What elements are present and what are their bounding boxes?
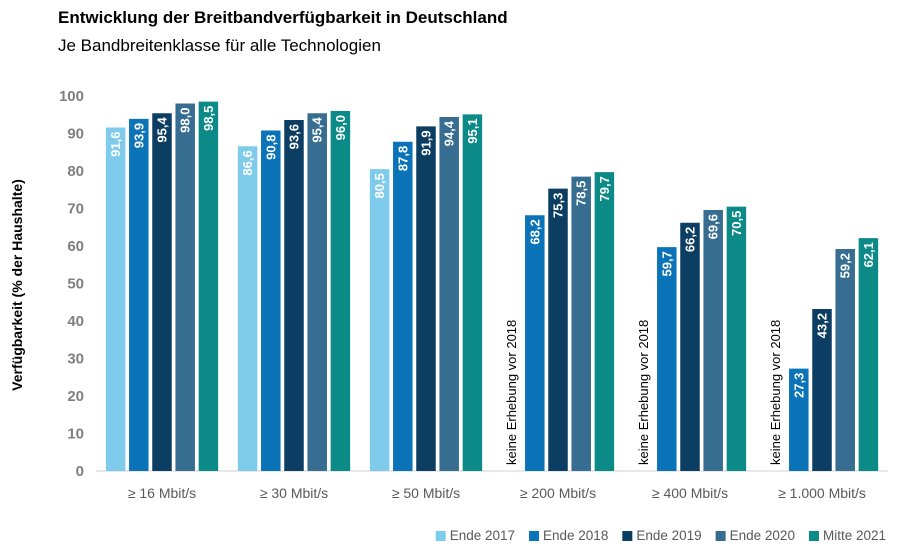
y-tick-label: 40	[67, 313, 84, 330]
data-label: 98,0	[178, 108, 193, 133]
bar	[129, 118, 149, 471]
bar	[548, 188, 568, 471]
annotations: keine Erhebung vor 2018 keine Erhebung vo…	[504, 320, 783, 465]
bars: 91,6 93,9 95,4 98,0 98,5 86,6 90,8 93,6 95,4 96,0…	[105, 101, 879, 471]
legend-item: Ende 2017	[435, 528, 515, 543]
legend-label: Ende 2017	[450, 528, 515, 543]
legend-swatch	[808, 531, 819, 541]
y-axis: 0 10 20 30 40 50 60 70 80 90 100	[59, 88, 84, 480]
data-label: 95,4	[155, 116, 170, 142]
y-tick-label: 60	[67, 238, 84, 255]
annotation-note: keine Erhebung vor 2018	[768, 320, 783, 465]
legend-swatch	[715, 531, 726, 541]
legend-item: Ende 2020	[715, 528, 795, 543]
bar	[152, 113, 172, 471]
legend-swatch	[435, 531, 446, 541]
chart-title: Entwicklung der Breitbandverfügbarkeit i…	[58, 8, 508, 27]
bar	[330, 111, 351, 471]
data-label: 59,2	[838, 253, 853, 278]
annotation-note: keine Erhebung vor 2018	[636, 320, 651, 465]
bar	[261, 130, 281, 471]
data-label: 43,2	[815, 313, 830, 338]
data-label: 68,2	[527, 219, 542, 244]
bar	[462, 114, 483, 471]
bar	[571, 176, 591, 471]
data-label: 75,3	[551, 193, 566, 218]
data-label: 78,5	[574, 181, 589, 206]
x-tick-label: ≥ 50 Mbit/s	[392, 485, 460, 501]
legend-item: Ende 2018	[529, 528, 608, 543]
x-tick-label: ≥ 1.000 Mbit/s	[778, 485, 866, 501]
bar	[835, 249, 855, 471]
data-label: 70,5	[729, 211, 744, 236]
chart-subtitle: Je Bandbreitenklasse für alle Technologi…	[58, 36, 381, 55]
data-label: 87,8	[395, 146, 410, 171]
y-axis-label: Verfügbarkeit (% der Haushalte)	[9, 179, 25, 391]
y-tick-label: 10	[67, 426, 84, 443]
bar	[858, 238, 879, 471]
bar	[657, 247, 677, 471]
bar	[680, 222, 700, 471]
bar	[198, 101, 219, 471]
data-label: 69,6	[706, 214, 721, 239]
y-tick-label: 80	[67, 163, 84, 180]
data-label: 98,5	[201, 106, 216, 131]
y-tick-label: 70	[67, 201, 84, 218]
bar	[369, 169, 390, 471]
y-tick-label: 30	[67, 351, 84, 368]
y-tick-label: 0	[76, 463, 84, 480]
data-label: 59,7	[659, 251, 674, 276]
legend-label: Ende 2019	[636, 528, 701, 543]
bar	[726, 206, 747, 471]
bar	[105, 127, 126, 471]
bar	[703, 210, 723, 471]
legend: Ende 2017 Ende 2018 Ende 2019 Ende 2020 Mitt…	[435, 528, 886, 543]
data-label: 66,2	[683, 227, 698, 252]
data-label: 91,9	[419, 130, 434, 155]
data-label: 93,9	[131, 123, 146, 148]
data-label: 94,4	[442, 120, 457, 146]
legend-label: Mitte 2021	[823, 528, 886, 543]
legend-swatch	[622, 531, 633, 541]
bar	[416, 126, 436, 471]
data-label: 93,6	[287, 124, 302, 149]
data-label: 90,8	[263, 135, 278, 160]
legend-item: Mitte 2021	[808, 528, 886, 543]
x-tick-label: ≥ 200 Mbit/s	[520, 485, 596, 501]
data-label: 79,7	[597, 176, 612, 201]
data-label: 62,1	[861, 242, 876, 267]
bar	[439, 117, 459, 471]
bar	[284, 120, 304, 471]
bar	[237, 146, 258, 471]
legend-item: Ende 2019	[622, 528, 702, 543]
bar	[175, 103, 195, 471]
legend-label: Ende 2018	[543, 528, 608, 543]
x-tick-label: ≥ 400 Mbit/s	[652, 485, 728, 501]
bar	[393, 141, 413, 471]
x-tick-label: ≥ 30 Mbit/s	[260, 485, 328, 501]
x-tick-label: ≥ 16 Mbit/s	[128, 485, 196, 501]
data-label: 80,5	[372, 173, 387, 198]
y-tick-label: 100	[59, 88, 84, 105]
y-tick-label: 90	[67, 126, 84, 143]
y-tick-label: 50	[67, 276, 84, 293]
data-label: 95,4	[310, 116, 325, 142]
bar	[789, 368, 809, 471]
bar	[307, 113, 327, 471]
bar	[812, 309, 832, 471]
x-axis: ≥ 16 Mbit/s ≥ 30 Mbit/s ≥ 50 Mbit/s ≥ 200 M…	[128, 485, 866, 501]
data-label: 27,3	[791, 373, 806, 398]
legend-label: Ende 2020	[730, 528, 795, 543]
bar	[525, 215, 545, 471]
data-label: 96,0	[333, 115, 348, 140]
y-tick-label: 20	[67, 388, 84, 405]
bar	[594, 172, 615, 471]
annotation-note: keine Erhebung vor 2018	[504, 320, 519, 465]
data-label: 95,1	[465, 118, 480, 143]
data-label: 91,6	[108, 132, 123, 157]
legend-swatch	[529, 531, 540, 541]
data-label: 86,6	[240, 150, 255, 175]
